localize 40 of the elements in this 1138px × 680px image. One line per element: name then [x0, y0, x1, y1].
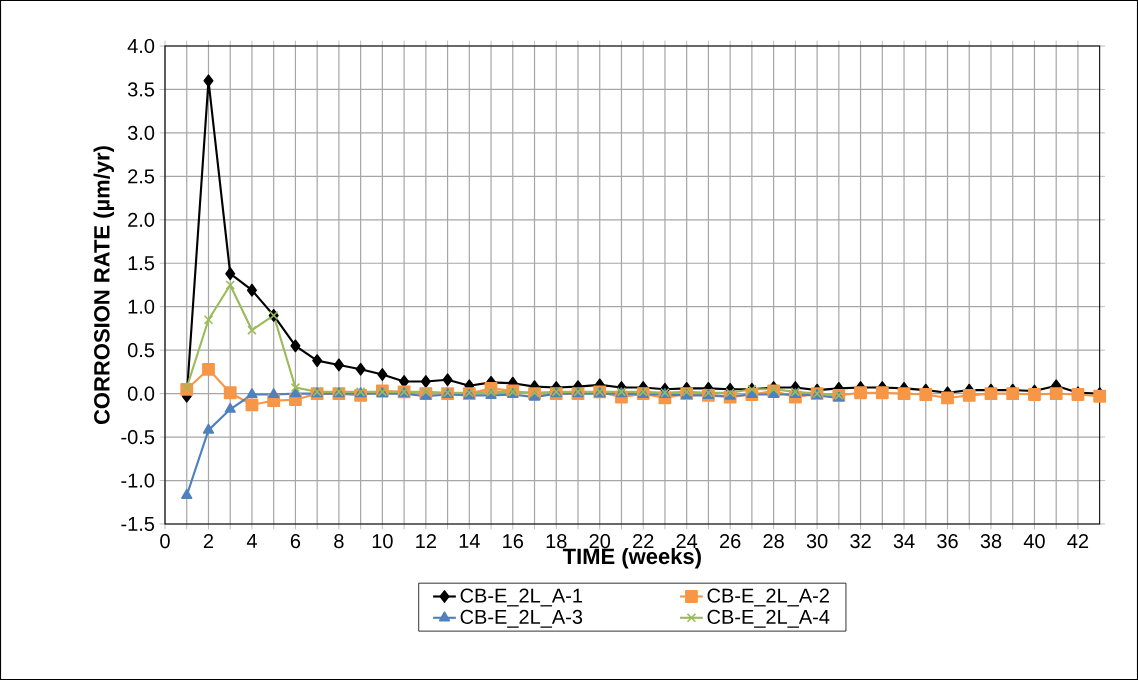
- x-tick-label: 12: [416, 534, 436, 548]
- y-tick-label: -0.5: [121, 429, 155, 445]
- x-tick-label: 8: [334, 534, 344, 549]
- x-tick-label: 18: [546, 534, 567, 549]
- x-tick-label: 14: [459, 534, 480, 548]
- y-tick-label: 0.0: [127, 386, 155, 401]
- legend-label: CB-E_2L_A-1: [460, 588, 583, 607]
- x-tick-label: 6: [290, 534, 301, 549]
- y-tick-label: 4.0: [127, 38, 155, 54]
- y-tick-label: 1.0: [128, 299, 155, 314]
- y-tick-label: 2.5: [128, 169, 155, 184]
- x-tick-label: 20: [589, 534, 611, 549]
- x-tick-label: 34: [893, 534, 915, 549]
- x-tick-label: 22: [633, 534, 654, 548]
- y-tick-label: -1.0: [121, 473, 155, 488]
- x-tick-label: 32: [850, 534, 871, 549]
- x-tick-label: 28: [763, 534, 784, 549]
- y-tick-label: 3.5: [127, 82, 155, 97]
- x-tick-label: 2: [203, 534, 214, 548]
- y-axis-title: CORROSION RATE (µm/yr): [93, 146, 115, 425]
- x-tick-label: 10: [372, 534, 393, 549]
- x-tick-label: 42: [1067, 534, 1089, 548]
- x-tick-label: 38: [980, 534, 1002, 549]
- x-tick-label: 36: [937, 534, 958, 549]
- x-tick-label: 26: [720, 534, 741, 549]
- legend-label: CB-E_2L_A-4: [707, 609, 830, 628]
- legend-label: CB-E_2L_A-3: [460, 609, 583, 628]
- x-tick-label: 0: [160, 534, 170, 549]
- x-tick-label: 24: [676, 534, 698, 548]
- y-tick-label: -1.5: [121, 517, 155, 531]
- x-tick-label: 16: [503, 534, 524, 549]
- x-tick-label: 4: [246, 534, 257, 548]
- y-tick-label: 0.5: [127, 343, 155, 358]
- y-tick-label: 3.0: [127, 125, 155, 140]
- x-tick-label: 40: [1023, 534, 1045, 549]
- y-tick-label: 2.0: [128, 212, 155, 227]
- y-tick-label: 1.5: [128, 256, 155, 271]
- x-axis-title: TIME (weeks): [562, 548, 701, 569]
- legend-label: CB-E_2L_A-2: [707, 588, 829, 607]
- x-tick-label: 30: [806, 534, 828, 549]
